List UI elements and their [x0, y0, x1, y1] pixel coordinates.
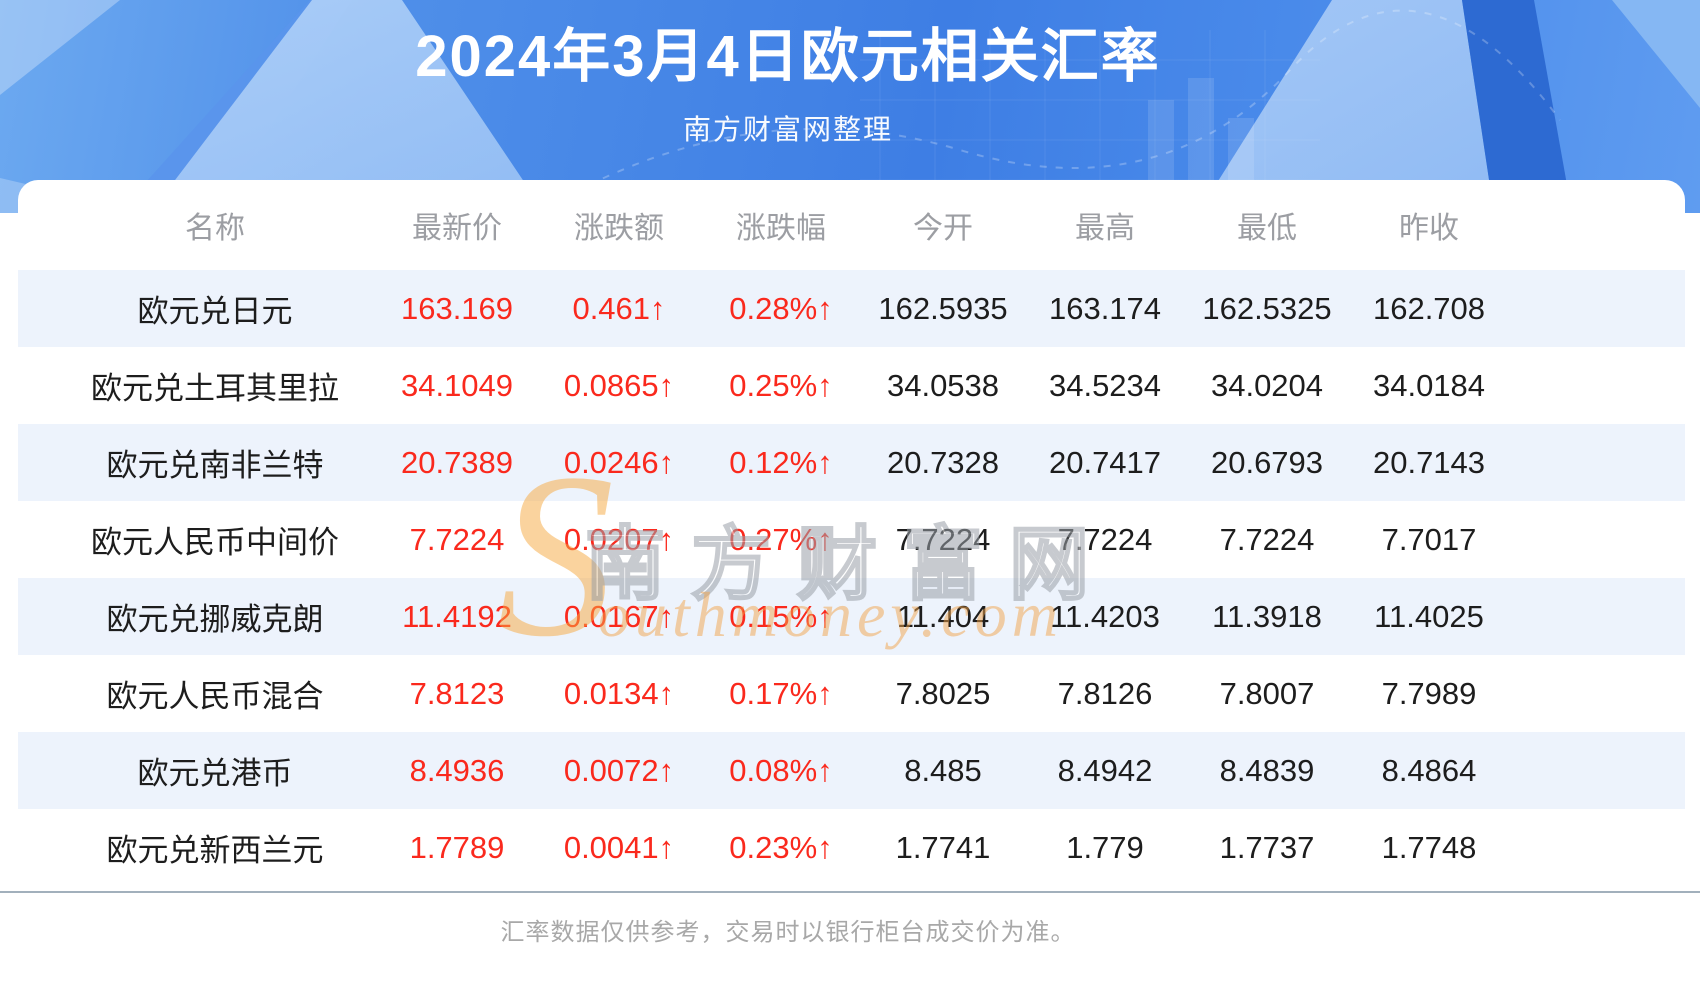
last-price: 7.7224 [409, 521, 505, 557]
low-price: 1.7737 [1219, 829, 1315, 865]
high-price: 34.5234 [1048, 367, 1162, 403]
table-row: 欧元人民币中间价 7.7224 0.0207↑ 0.27%↑ 7.7224 7.… [18, 501, 1685, 578]
table-header-row: 名称 最新价 涨跌额 涨跌幅 今开 最高 最低 昨收 [18, 180, 1685, 270]
prev-close: 20.7143 [1372, 444, 1486, 480]
change-percent: 0.15%↑ [729, 598, 833, 634]
open-price: 8.485 [904, 752, 982, 788]
open-price: 1.7741 [895, 829, 991, 865]
prev-close: 8.4864 [1381, 752, 1477, 788]
last-price: 1.7789 [409, 829, 505, 865]
last-price: 34.1049 [400, 367, 514, 403]
pair-name: 欧元兑土耳其里拉 [91, 371, 339, 406]
prev-close: 162.708 [1372, 290, 1486, 326]
filler-cell [1510, 809, 1685, 886]
change-percent: 0.23%↑ [729, 829, 833, 865]
col-header-open: 今开 [913, 212, 973, 245]
change-amount: 0.0167↑ [563, 598, 675, 634]
last-price: 163.169 [400, 290, 514, 326]
pair-name: 欧元兑南非兰特 [106, 448, 324, 483]
col-header-change: 涨跌额 [574, 212, 664, 245]
last-price: 11.4192 [402, 598, 512, 634]
change-percent: 0.12%↑ [729, 444, 833, 480]
low-price: 162.5325 [1202, 290, 1332, 326]
filler-cell [1510, 655, 1685, 732]
table-row: 欧元兑港币 8.4936 0.0072↑ 0.08%↑ 8.485 8.4942… [18, 732, 1685, 809]
page-subtitle: 南方财富网整理 [682, 113, 893, 145]
change-amount: 0.461↑ [572, 290, 666, 326]
pair-name: 欧元兑新西兰元 [106, 833, 324, 868]
last-price: 8.4936 [409, 752, 505, 788]
prev-close: 34.0184 [1372, 367, 1486, 403]
pair-name: 欧元兑挪威克朗 [106, 602, 324, 637]
high-price: 8.4942 [1057, 752, 1153, 788]
low-price: 7.7224 [1219, 521, 1315, 557]
last-price: 7.8123 [409, 675, 505, 711]
change-amount: 0.0072↑ [563, 752, 675, 788]
low-price: 20.6793 [1210, 444, 1324, 480]
open-price: 7.8025 [895, 675, 991, 711]
open-price: 162.5935 [878, 290, 1008, 326]
change-amount: 0.0246↑ [563, 444, 675, 480]
prev-close: 1.7748 [1381, 829, 1477, 865]
col-header-name: 名称 [185, 212, 245, 245]
table-row: 欧元兑日元 163.169 0.461↑ 0.28%↑ 162.5935 163… [18, 270, 1685, 347]
open-price: 34.0538 [886, 367, 1000, 403]
filler-cell [1510, 732, 1685, 809]
open-price: 11.404 [896, 598, 990, 634]
filler-cell [1510, 578, 1685, 655]
high-price: 11.4203 [1050, 598, 1160, 634]
col-header-high: 最高 [1075, 212, 1135, 245]
prev-close: 7.7989 [1381, 675, 1477, 711]
change-amount: 0.0865↑ [563, 367, 675, 403]
col-header-prev: 昨收 [1399, 212, 1459, 245]
col-header-low: 最低 [1237, 212, 1297, 245]
col-header-pct: 涨跌幅 [736, 212, 826, 245]
high-price: 163.174 [1048, 290, 1162, 326]
change-amount: 0.0207↑ [563, 521, 675, 557]
low-price: 11.3918 [1212, 598, 1322, 634]
change-amount: 0.0041↑ [563, 829, 675, 865]
change-percent: 0.17%↑ [729, 675, 833, 711]
table-row: 欧元兑土耳其里拉 34.1049 0.0865↑ 0.25%↑ 34.0538 … [18, 347, 1685, 424]
filler-cell [1510, 270, 1685, 347]
table-row: 欧元人民币混合 7.8123 0.0134↑ 0.17%↑ 7.8025 7.8… [18, 655, 1685, 732]
table-row: 欧元兑南非兰特 20.7389 0.0246↑ 0.12%↑ 20.7328 2… [18, 424, 1685, 501]
low-price: 34.0204 [1210, 367, 1324, 403]
table-row: 欧元兑挪威克朗 11.4192 0.0167↑ 0.15%↑ 11.404 11… [18, 578, 1685, 655]
filler-cell [1510, 424, 1685, 501]
page-title: 2024年3月4日欧元相关汇率 [415, 24, 1161, 89]
high-price: 7.7224 [1057, 521, 1153, 557]
change-percent: 0.08%↑ [729, 752, 833, 788]
open-price: 7.7224 [895, 521, 991, 557]
high-price: 1.779 [1066, 829, 1144, 865]
prev-close: 11.4025 [1374, 598, 1484, 634]
high-price: 20.7417 [1048, 444, 1162, 480]
disclaimer-note: 汇率数据仅供参考，交易时以银行柜台成交价为准。 [500, 919, 1076, 946]
pair-name: 欧元人民币中间价 [91, 525, 339, 560]
filler-cell [1510, 501, 1685, 578]
change-percent: 0.28%↑ [729, 290, 833, 326]
high-price: 7.8126 [1057, 675, 1153, 711]
filler-cell [1510, 347, 1685, 424]
hero-text: 2024年3月4日欧元相关汇率 南方财富网整理 [0, 0, 1576, 148]
rates-table: 名称 最新价 涨跌额 涨跌幅 今开 最高 最低 昨收 欧元兑日元 163.169… [18, 180, 1685, 886]
pair-name: 欧元人民币混合 [106, 679, 324, 714]
last-price: 20.7389 [400, 444, 514, 480]
col-header-filler [1510, 180, 1685, 270]
pair-name: 欧元兑港币 [137, 756, 293, 791]
low-price: 8.4839 [1219, 752, 1315, 788]
change-percent: 0.25%↑ [729, 367, 833, 403]
change-amount: 0.0134↑ [563, 675, 675, 711]
pair-name: 欧元兑日元 [137, 294, 293, 329]
rates-card: 名称 最新价 涨跌额 涨跌幅 今开 最高 最低 昨收 欧元兑日元 163.169… [18, 180, 1685, 886]
divider-line [0, 891, 1700, 893]
prev-close: 7.7017 [1381, 521, 1477, 557]
low-price: 7.8007 [1219, 675, 1315, 711]
table-row: 欧元兑新西兰元 1.7789 0.0041↑ 0.23%↑ 1.7741 1.7… [18, 809, 1685, 886]
open-price: 20.7328 [886, 444, 1000, 480]
col-header-last: 最新价 [412, 212, 502, 245]
change-percent: 0.27%↑ [729, 521, 833, 557]
